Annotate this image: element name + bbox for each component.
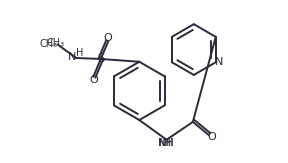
Text: N: N xyxy=(67,52,76,62)
Text: H: H xyxy=(164,139,170,148)
Text: CH₃: CH₃ xyxy=(39,39,58,50)
Text: H: H xyxy=(76,48,84,58)
Text: O: O xyxy=(90,75,98,85)
Text: O: O xyxy=(207,132,216,142)
Text: O: O xyxy=(103,33,112,43)
Text: CH₃: CH₃ xyxy=(47,38,65,48)
Text: N: N xyxy=(215,57,223,67)
Text: S: S xyxy=(97,52,105,66)
Text: NH: NH xyxy=(158,138,173,148)
Text: NH: NH xyxy=(159,138,174,148)
